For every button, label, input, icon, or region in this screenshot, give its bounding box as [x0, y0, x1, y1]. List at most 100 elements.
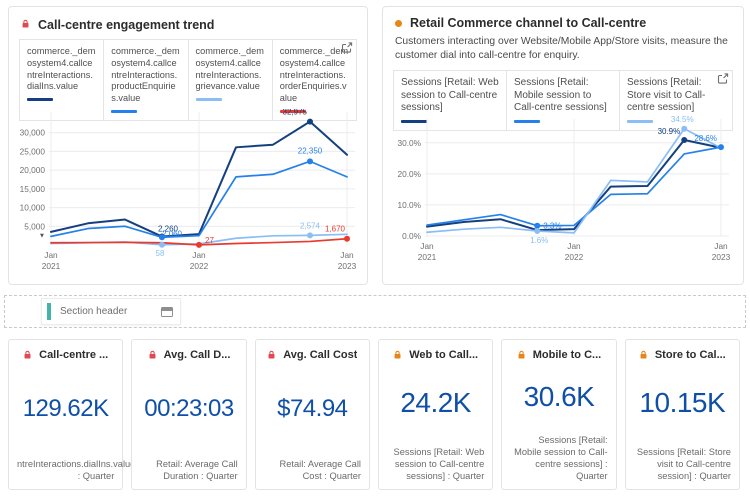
- panel-retail-commerce-channel: Retail Commerce channel to Call-centre C…: [382, 6, 744, 285]
- kpi-value: 10.15K: [639, 387, 726, 419]
- open-in-new-icon[interactable]: [341, 42, 353, 54]
- kpi-value: 00:23:03: [144, 395, 234, 423]
- data-point[interactable]: [307, 118, 313, 125]
- lock-icon: [640, 350, 647, 359]
- kpi-caption: Sessions [Retail: Web session to Call-ce…: [393, 446, 485, 481]
- legend-wrap: commerce._demosystem4.callcentreInteract…: [19, 39, 357, 121]
- kpi-card[interactable]: Avg. Call D... 00:23:03 Retail: Average Ca…: [131, 339, 247, 490]
- panel-call-centre-engagement: Call-centre engagement trend commerce._d…: [8, 6, 368, 285]
- kpi-card[interactable]: Avg. Call Cost $74.94 Retail: Average Call…: [254, 339, 370, 490]
- legend-item[interactable]: Sessions [Retail: Store visit to Call-ce…: [620, 71, 732, 130]
- data-point[interactable]: [196, 241, 202, 248]
- kpi-title: Call-centre ...: [39, 349, 109, 361]
- legend: commerce._demosystem4.callcentreInteract…: [19, 39, 357, 121]
- legend-label: commerce._demosystem4.callcentreInteract…: [279, 46, 349, 104]
- data-point[interactable]: [307, 158, 313, 165]
- series-line[interactable]: [426, 146, 722, 227]
- open-in-new-icon[interactable]: [717, 73, 729, 85]
- point-label: 32,975: [283, 109, 308, 117]
- kpi-caption: Sessions [Retail: Mobile session to Call…: [514, 434, 608, 481]
- y-tick-label: 20.0%: [397, 169, 421, 179]
- x-tick-label: Jan 2022: [190, 250, 209, 271]
- data-point[interactable]: [159, 241, 165, 248]
- point-label: 2,260: [158, 225, 179, 234]
- legend-label: Sessions [Retail: Store visit to Call-ce…: [627, 76, 706, 114]
- data-point[interactable]: [534, 222, 541, 229]
- legend-item[interactable]: commerce._demosystem4.callcentreInteract…: [273, 40, 356, 120]
- legend-item[interactable]: commerce._demosystem4.callcentreInteract…: [104, 40, 189, 120]
- y-tick-label: 25,000: [20, 146, 46, 156]
- panel-title: Retail Commerce channel to Call-centre: [410, 16, 647, 30]
- data-point[interactable]: [681, 125, 688, 132]
- kpi-card[interactable]: Mobile to C... 30.6K Sessions [Retail: Mob…: [501, 339, 617, 490]
- point-label: 28.6%: [694, 134, 717, 143]
- legend: Sessions [Retail: Web session to Call-ce…: [393, 69, 733, 132]
- point-label: 34.5%: [671, 115, 694, 124]
- legend-swatch: [27, 98, 53, 102]
- kpi-title: Avg. Call D...: [163, 349, 231, 361]
- y-tick-label: 10.0%: [397, 200, 421, 210]
- legend-swatch: [514, 120, 540, 124]
- panel-description: Customers interacting over Website/Mobil…: [395, 36, 728, 61]
- kpi-header: Avg. Call Cost: [264, 349, 361, 361]
- data-point[interactable]: [718, 144, 724, 151]
- kpi-row: Call-centre ... 129.62K ntreInteractions.d…: [8, 339, 740, 490]
- line-chart-retail-channel[interactable]: 0.0% 10.0% 20.0% 30.0% Jan 2021 Jan 2022 Jan 2023…: [387, 113, 739, 279]
- kpi-title: Web to Call...: [409, 349, 479, 361]
- legend-item[interactable]: Sessions [Retail: Web session to Call-ce…: [394, 70, 507, 131]
- kpi-caption: Sessions [Retail: Store visit to Call-ce…: [636, 446, 731, 481]
- legend-label: commerce._demosystem4.callcentreInteract…: [195, 46, 264, 92]
- section-header-label: Section header: [60, 306, 128, 317]
- kpi-card[interactable]: Web to Call... 24.2K Sessions [Retail: Web…: [377, 339, 494, 490]
- legend-label: commerce._demosystem4.callcentreInteract…: [111, 46, 180, 104]
- kpi-value: 30.6K: [523, 381, 595, 413]
- legend-item[interactable]: Sessions [Retail: Mobile session to Call…: [507, 70, 620, 131]
- point-label: 1,670: [325, 225, 346, 234]
- lock-icon: [149, 350, 156, 359]
- legend-label: Sessions [Retail: Web session to Call-ce…: [401, 76, 499, 114]
- point-label: 3.3%: [543, 222, 561, 231]
- section-accent-bar: [47, 303, 51, 320]
- series-line[interactable]: [426, 138, 722, 232]
- x-tick-label: Jan 2023: [338, 250, 357, 271]
- data-point[interactable]: [534, 228, 541, 235]
- x-tick-label: Jan 2021: [42, 250, 61, 271]
- line-chart-call-centre-engagement[interactable]: 5,000 10,000 15,000 20,000 25,000 30,000 ▼ Jan 2…: [13, 109, 365, 275]
- data-point[interactable]: [307, 232, 313, 239]
- legend-label: Sessions [Retail: Mobile session to Call…: [514, 76, 607, 114]
- data-point[interactable]: [681, 136, 688, 143]
- legend-label: commerce._demosystem4.callcentreInteract…: [27, 46, 96, 92]
- kpi-header: Mobile to C...: [510, 349, 607, 361]
- legend-item[interactable]: commerce._demosystem4.callcentreInteract…: [20, 40, 105, 120]
- legend-item[interactable]: commerce._demosystem4.callcentreInteract…: [189, 40, 273, 120]
- lock-icon: [518, 350, 525, 359]
- kpi-card[interactable]: Call-centre ... 129.62K ntreInteractions.d…: [8, 339, 135, 490]
- kpi-value: 24.2K: [400, 387, 471, 419]
- y-tick-label: 0.0%: [402, 231, 422, 241]
- point-label: 27: [205, 236, 214, 245]
- lock-icon: [394, 350, 401, 359]
- point-label: 30.9%: [658, 127, 681, 136]
- point-label: 2,574: [300, 221, 321, 230]
- kpi-value: 129.62K: [22, 395, 109, 423]
- lock-icon: [22, 19, 29, 28]
- panel-marker-dot: [395, 19, 402, 27]
- y-tick-label: 30,000: [20, 128, 46, 138]
- panel-title: Call-centre engagement trend: [38, 18, 215, 32]
- data-point[interactable]: [159, 234, 165, 241]
- kpi-header: Store to Cal...: [634, 349, 731, 361]
- series-line[interactable]: [426, 127, 722, 234]
- legend-swatch: [627, 120, 653, 124]
- section-header-box[interactable]: Section header: [41, 298, 181, 325]
- kpi-caption: Retail: Average Call Duration : Quarter: [156, 458, 238, 481]
- lock-icon: [24, 350, 31, 359]
- point-label: 22,350: [298, 146, 323, 155]
- kpi-header: Web to Call...: [387, 349, 484, 361]
- kpi-card[interactable]: Store to Cal... 10.15K Sessions [Retail: S…: [624, 339, 740, 490]
- point-label: 58: [156, 249, 165, 258]
- y-tick-label: 20,000: [20, 165, 46, 175]
- y-tick-label: 10,000: [20, 203, 46, 213]
- kpi-title: Mobile to C...: [532, 349, 602, 361]
- series-line[interactable]: [50, 160, 348, 239]
- data-point[interactable]: [344, 235, 350, 242]
